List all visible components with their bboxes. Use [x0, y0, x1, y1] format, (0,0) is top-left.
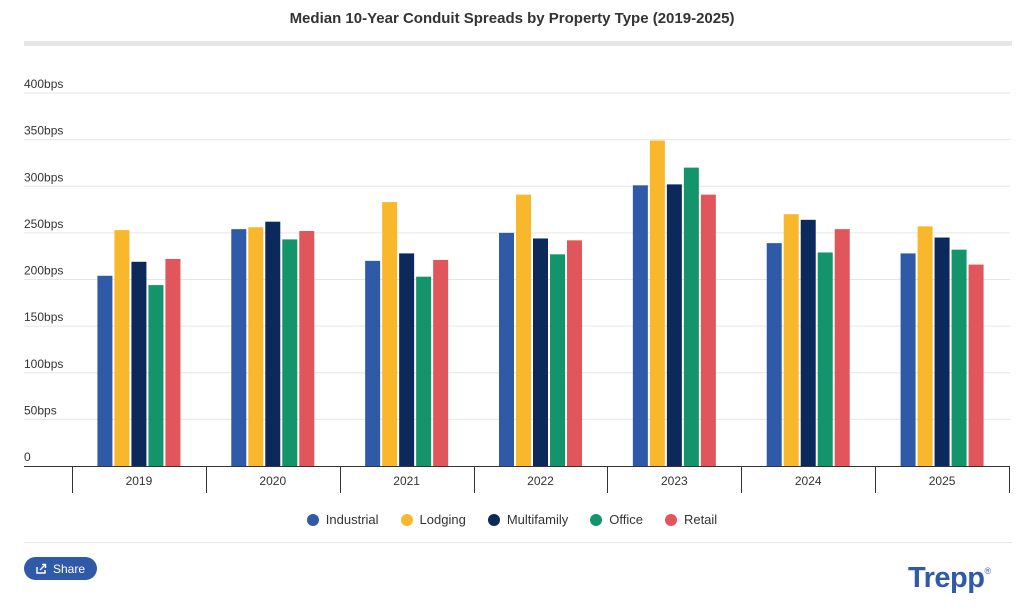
- legend-label: Industrial: [325, 512, 379, 527]
- bar[interactable]: [800, 219, 816, 466]
- legend-marker: [400, 513, 413, 526]
- legend-label: Office: [609, 512, 643, 527]
- bar[interactable]: [365, 260, 381, 466]
- bar[interactable]: [917, 226, 933, 466]
- bar[interactable]: [114, 230, 130, 466]
- legend-item[interactable]: Retail: [664, 512, 718, 527]
- bar[interactable]: [265, 221, 281, 466]
- bar[interactable]: [231, 229, 247, 466]
- legend-divider: [24, 542, 1012, 543]
- bar[interactable]: [900, 253, 916, 466]
- x-tick-label: 2024: [795, 474, 822, 488]
- legend-item[interactable]: Industrial: [306, 512, 379, 527]
- share-icon: [36, 563, 47, 574]
- y-tick-label: 300bps: [24, 170, 63, 184]
- legend-marker: [664, 513, 677, 526]
- bar[interactable]: [766, 243, 782, 466]
- legend-marker: [487, 513, 500, 526]
- share-label: Share: [52, 561, 86, 576]
- x-tick-label: 2022: [527, 474, 554, 488]
- legend-label: Retail: [683, 512, 718, 527]
- bar[interactable]: [968, 264, 984, 466]
- bar[interactable]: [632, 185, 648, 466]
- registered-mark: ®: [984, 566, 991, 576]
- x-tick-label: 2019: [126, 474, 153, 488]
- bar[interactable]: [783, 214, 799, 466]
- x-tick-label: 2023: [661, 474, 688, 488]
- bar[interactable]: [248, 227, 264, 466]
- x-tick-label: 2021: [393, 474, 420, 488]
- y-tick-label: 150bps: [24, 310, 63, 324]
- bar[interactable]: [516, 194, 531, 466]
- bar[interactable]: [934, 237, 950, 466]
- bar[interactable]: [567, 240, 582, 466]
- y-tick-label: 50bps: [24, 403, 57, 417]
- legend-item[interactable]: Multifamily: [487, 512, 569, 527]
- bar[interactable]: [433, 259, 449, 466]
- bar[interactable]: [834, 229, 850, 466]
- bar[interactable]: [700, 194, 716, 466]
- legend-label: Multifamily: [506, 512, 569, 527]
- bar[interactable]: [165, 258, 181, 466]
- bar[interactable]: [416, 276, 432, 466]
- bar[interactable]: [499, 232, 514, 466]
- bar[interactable]: [817, 252, 833, 466]
- bar[interactable]: [282, 239, 298, 466]
- bar[interactable]: [550, 254, 565, 466]
- logo-text: Trepp: [908, 562, 985, 594]
- bar[interactable]: [148, 285, 164, 466]
- share-button[interactable]: Share: [24, 557, 97, 580]
- bar[interactable]: [649, 140, 665, 466]
- bar[interactable]: [683, 167, 699, 466]
- legend-label: Lodging: [419, 512, 466, 527]
- bar[interactable]: [399, 253, 415, 466]
- y-tick-label: 0: [24, 450, 31, 464]
- bar[interactable]: [382, 202, 398, 467]
- x-tick-label: 2020: [259, 474, 286, 488]
- trepp-logo[interactable]: Trepp®: [908, 562, 991, 595]
- legend-marker: [306, 513, 319, 526]
- bar[interactable]: [666, 184, 682, 466]
- y-tick-label: 400bps: [24, 77, 63, 91]
- title-divider: [24, 41, 1012, 46]
- legend-marker: [590, 513, 603, 526]
- legend-item[interactable]: Office: [590, 512, 643, 527]
- bar[interactable]: [951, 249, 967, 466]
- bar[interactable]: [533, 238, 548, 466]
- bar[interactable]: [131, 261, 147, 466]
- y-tick-label: 350bps: [24, 124, 63, 138]
- bar-chart: 0 50bps 100bps 150bps 200bps 250bps 300bps 350b…: [24, 77, 1010, 493]
- bar[interactable]: [299, 231, 315, 466]
- chart-legend: Industrial Lodging Multifamily Office Retail: [0, 512, 1024, 527]
- y-tick-label: 200bps: [24, 264, 63, 278]
- x-tick-label: 2025: [929, 474, 956, 488]
- bar[interactable]: [97, 275, 113, 466]
- y-tick-label: 250bps: [24, 217, 63, 231]
- chart-title: Median 10-Year Conduit Spreads by Proper…: [289, 10, 735, 27]
- y-tick-label: 100bps: [24, 357, 63, 371]
- legend-item[interactable]: Lodging: [400, 512, 466, 527]
